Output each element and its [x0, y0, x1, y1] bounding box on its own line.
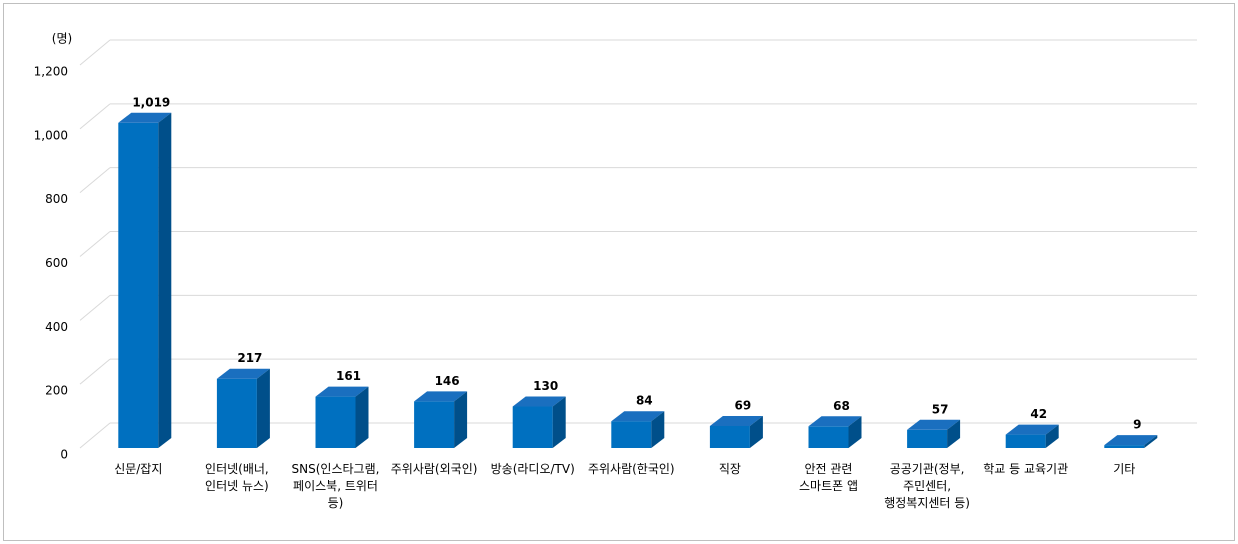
y-tick-label: 400: [45, 320, 68, 334]
value-label: 69: [735, 398, 752, 412]
value-label: 146: [435, 374, 460, 388]
y-tick-label: 0: [60, 448, 68, 462]
bar-top: [512, 396, 566, 407]
bar-side: [651, 411, 665, 448]
bar: [709, 415, 763, 448]
bar-front: [315, 396, 356, 448]
bar-front: [709, 425, 750, 448]
value-label: 161: [336, 369, 361, 383]
value-label: 42: [1030, 407, 1047, 421]
bar-side: [947, 419, 961, 448]
bar-top: [414, 391, 468, 402]
y-unit: (명): [52, 32, 72, 46]
grid-line-side: [79, 294, 111, 321]
bar-top: [808, 416, 862, 427]
bar: [1104, 435, 1158, 448]
bar-top: [315, 386, 369, 397]
bar-side: [1045, 424, 1059, 448]
bar-side: [848, 416, 862, 448]
y-tick-label: 200: [45, 384, 68, 398]
y-tick-label: 1,000: [34, 128, 68, 142]
bar-top: [1104, 435, 1158, 446]
bar-side: [158, 112, 172, 448]
bar-front: [512, 406, 553, 448]
value-label: 217: [237, 351, 262, 365]
y-tick-label: 1,200: [34, 65, 68, 79]
bar-side: [552, 396, 566, 448]
bar-top: [1005, 424, 1059, 435]
bar: [1005, 424, 1059, 448]
x-tick-label: 학교 등 교육기관: [983, 462, 1069, 476]
value-label: 130: [533, 379, 558, 393]
grid-line-side: [79, 422, 111, 449]
bar: [118, 112, 172, 448]
x-tick-label: 직장: [718, 462, 741, 476]
bar-front: [414, 401, 455, 448]
bar-front: [118, 122, 159, 448]
x-tick-label: 신문/잡지: [114, 462, 163, 476]
bar-front: [1005, 434, 1046, 448]
bar: [907, 419, 961, 448]
x-tick-label: 주위사람(한국인): [587, 462, 675, 476]
bar-front: [907, 429, 948, 448]
bar-top: [709, 415, 763, 426]
bar: [414, 391, 468, 448]
value-label: 84: [636, 394, 653, 408]
bar-side: [1144, 435, 1158, 448]
x-tick-label: 안전 관련 스마트폰 앱: [798, 462, 858, 493]
bar-side: [355, 386, 369, 448]
x-tick-label: SNS(인스타그램, 페이스북, 트위터 등): [291, 462, 380, 510]
value-label: 9: [1133, 418, 1141, 432]
bar-front: [808, 426, 849, 448]
bar-front: [611, 421, 652, 448]
bar-top: [611, 411, 665, 422]
y-tick-label: 800: [45, 192, 68, 206]
bar-side: [454, 391, 468, 448]
grid-line-side: [79, 231, 111, 257]
chart-border: [3, 3, 1235, 541]
bar-top: [118, 112, 172, 123]
value-label: 1,019: [132, 95, 170, 109]
x-tick-label: 인터넷(배너, 인터넷 뉴스): [205, 462, 269, 493]
bar: [512, 396, 566, 448]
bar: [315, 386, 369, 448]
x-tick-label: 공공기관(정부, 주민센터, 행정복지센터 등): [884, 462, 970, 510]
x-tick-label: 기타: [1113, 462, 1136, 476]
bar: [808, 416, 862, 448]
bar-top: [907, 419, 961, 430]
grid-line-side: [79, 39, 111, 66]
y-tick-label: 600: [45, 256, 68, 270]
value-label: 57: [932, 402, 949, 416]
bar-side: [749, 415, 763, 448]
grid-line-side: [79, 167, 111, 194]
bar-side: [256, 368, 270, 448]
bar: [216, 368, 270, 448]
bar-front: [1104, 445, 1145, 448]
bar-front: [216, 378, 257, 448]
grid-line-side: [79, 103, 111, 130]
grid-line-side: [79, 358, 111, 385]
x-tick-label: 방송(라디오/TV): [490, 462, 575, 476]
value-label: 68: [833, 399, 850, 413]
x-tick-label: 주위사람(외국인): [390, 462, 478, 476]
bar-top: [216, 368, 270, 379]
bar: [611, 411, 665, 448]
